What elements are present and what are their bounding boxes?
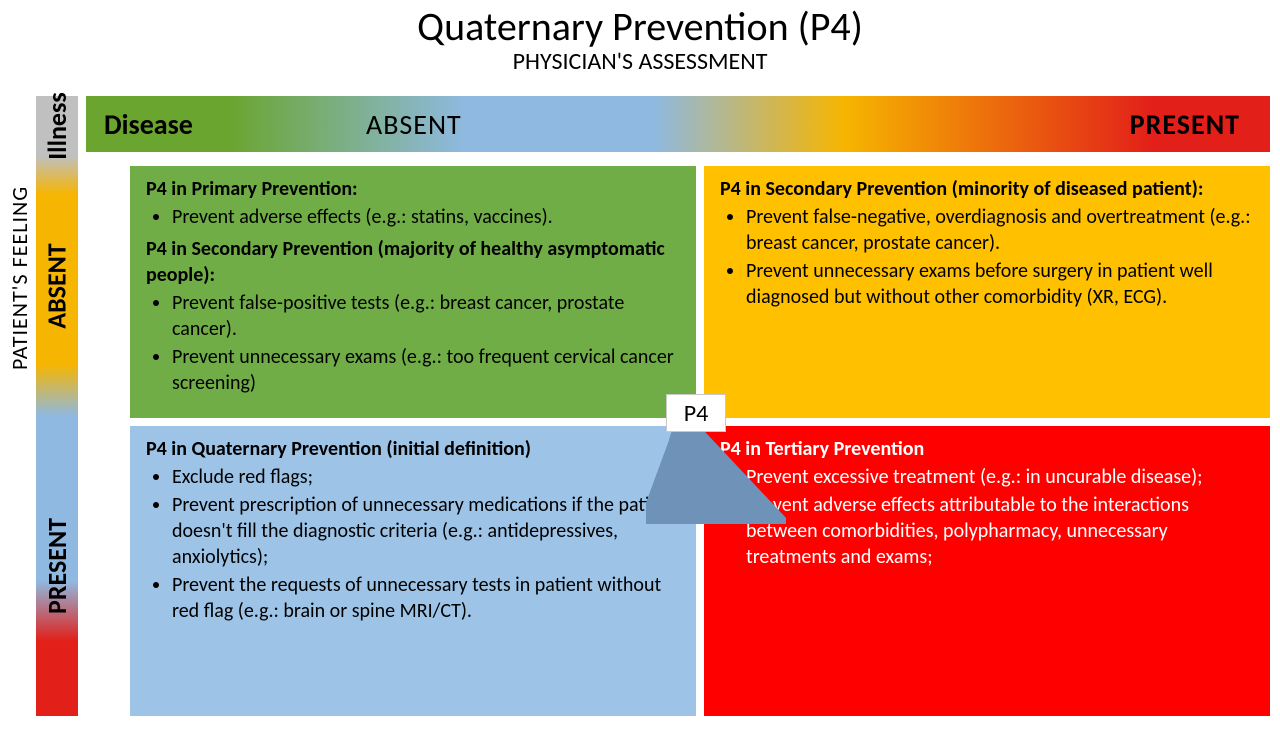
br-bullet-1a: Prevent excessive treatment (e.g.: in un… (746, 464, 1254, 490)
tl-list-1: Prevent adverse effects (e.g.: statins, … (146, 204, 680, 230)
bl-bullet-1a: Exclude red flags; (172, 464, 680, 490)
physician-assessment-axis: Disease ABSENT PRESENT (86, 96, 1270, 152)
tl-heading-2: P4 in Secondary Prevention (majority of … (146, 236, 680, 288)
vaxis-absent-text: ABSENT (41, 243, 73, 328)
tr-heading-1: P4 in Secondary Prevention (minority of … (720, 176, 1254, 202)
bl-bullet-1c: Prevent the requests of unnecessary test… (172, 572, 680, 624)
p4-badge: P4 (666, 394, 726, 432)
title-block: Quaternary Prevention (P4) PHYSICIAN'S A… (0, 0, 1280, 76)
tl-bullet-1a: Prevent adverse effects (e.g.: statins, … (172, 204, 680, 230)
vaxis-absent: ABSENT (36, 156, 78, 416)
patient-feeling-axis-label: PATIENT'S FEELING (6, 186, 33, 370)
main-title: Quaternary Prevention (P4) (0, 2, 1280, 51)
quadrant-disease-absent-illness-absent: P4 in Primary Prevention: Prevent advers… (130, 166, 696, 418)
tl-bullet-2b: Prevent unnecessary exams (e.g.: too fre… (172, 344, 680, 396)
haxis-disease: Disease (104, 107, 193, 142)
quadrant-disease-absent-illness-present: P4 in Quaternary Prevention (initial def… (130, 426, 696, 716)
vaxis-present: PRESENT (36, 416, 78, 716)
haxis-absent: ABSENT (366, 107, 462, 142)
tr-bullet-1a: Prevent false-negative, overdiagnosis an… (746, 204, 1254, 256)
vaxis-illness-text: Illness (41, 92, 73, 160)
tl-heading-1: P4 in Primary Prevention: (146, 176, 680, 202)
quadrant-disease-present-illness-present: P4 in Tertiary Prevention Prevent excess… (704, 426, 1270, 716)
subtitle: PHYSICIAN'S ASSESSMENT (0, 47, 1280, 76)
patient-feeling-axis: Illness ABSENT PRESENT (36, 96, 78, 716)
tl-list-2: Prevent false-positive tests (e.g.: brea… (146, 290, 680, 396)
quadrant-disease-present-illness-absent: P4 in Secondary Prevention (minority of … (704, 166, 1270, 418)
bl-bullet-1b: Prevent prescription of unnecessary medi… (172, 492, 680, 570)
tl-bullet-2a: Prevent false-positive tests (e.g.: brea… (172, 290, 680, 342)
vaxis-illness: Illness (36, 96, 78, 156)
vaxis-present-text: PRESENT (41, 518, 73, 614)
br-bullet-1b: Prevent adverse effects attributable to … (746, 492, 1254, 570)
tr-bullet-1b: Prevent unnecessary exams before surgery… (746, 258, 1254, 310)
br-heading-1: P4 in Tertiary Prevention (720, 436, 1254, 462)
tr-list-1: Prevent false-negative, overdiagnosis an… (720, 204, 1254, 310)
bl-heading-1: P4 in Quaternary Prevention (initial def… (146, 436, 680, 462)
bl-list-1: Exclude red flags; Prevent prescription … (146, 464, 680, 624)
haxis-present: PRESENT (1130, 107, 1240, 142)
br-list-1: Prevent excessive treatment (e.g.: in un… (720, 464, 1254, 570)
